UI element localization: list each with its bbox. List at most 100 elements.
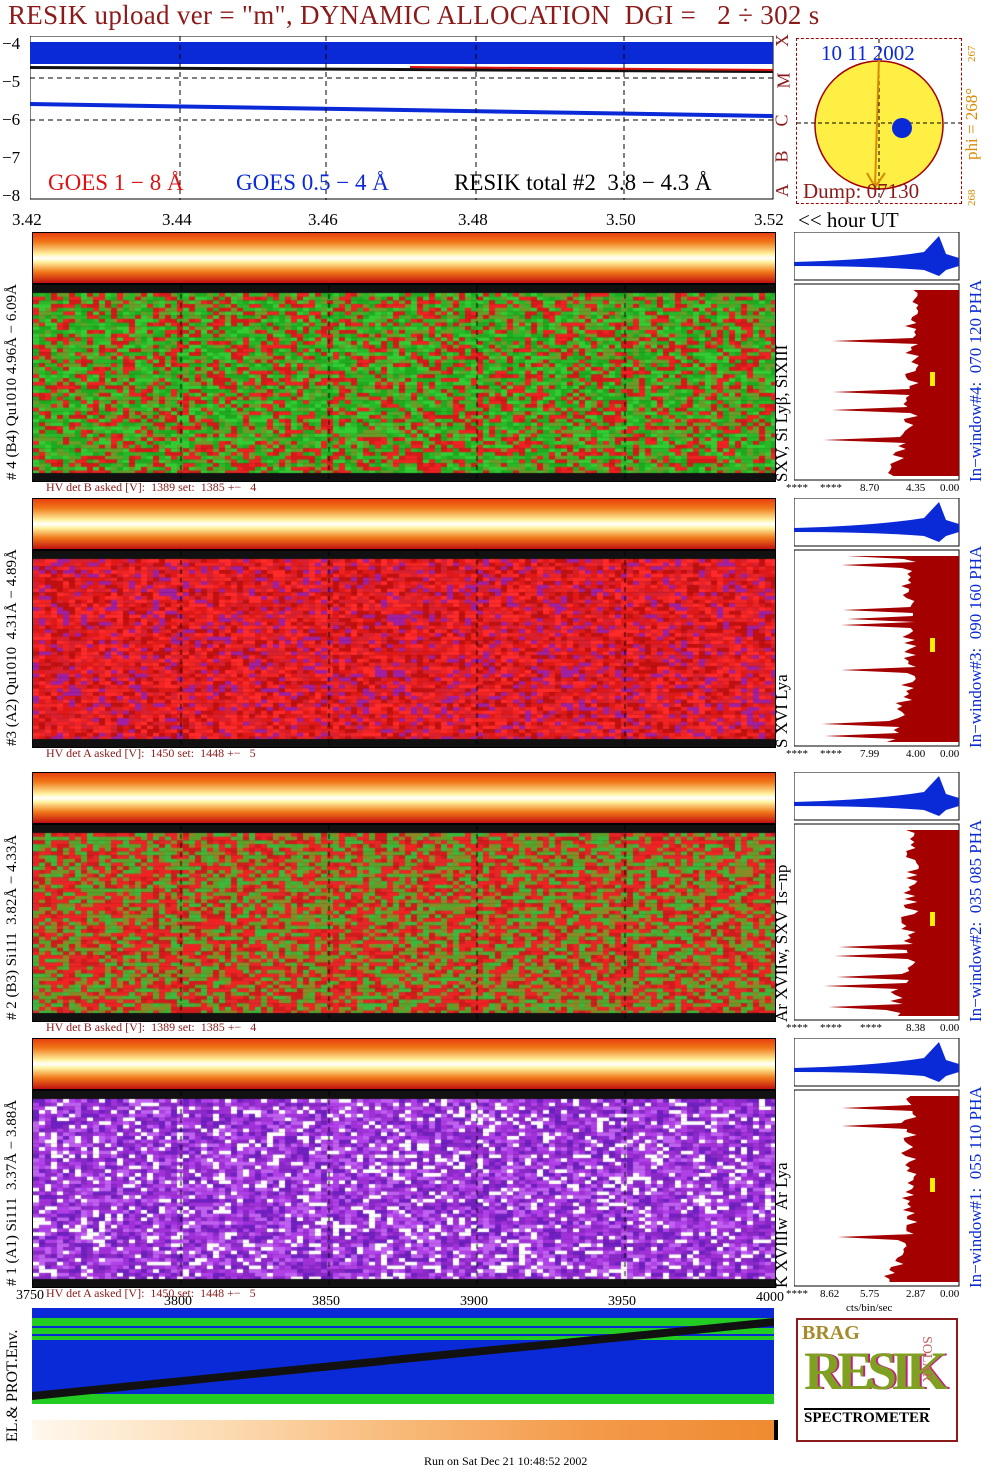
hour-tick-2: 3.46: [308, 210, 338, 229]
class-m: M: [773, 72, 794, 89]
thermal-strip-2: [32, 772, 776, 824]
hv-label-3: HV det A asked [V]: 1450 set: 1448 +− 5: [46, 746, 256, 760]
hv-label-4: HV det B asked [V]: 1389 set: 1385 +− 4: [46, 480, 257, 494]
histogram-2: [794, 772, 960, 1021]
hist-xtick-2-2: ****: [860, 1022, 882, 1034]
window-label-4: In−window#4: 070 120 PHA: [966, 279, 985, 482]
env-gradient-bar: [32, 1420, 778, 1440]
hist-red-profile-4: [823, 290, 959, 476]
hist-xtick-2-4: 0.00: [940, 1022, 960, 1034]
phi-bottom: 268: [966, 189, 978, 207]
goes-blue-band: [30, 42, 773, 64]
class-b: B: [771, 150, 792, 163]
sun-disk-plot: [797, 39, 961, 203]
hour-tick-1: 3.44: [162, 210, 192, 229]
dump-number: Dump: 07130: [803, 179, 920, 203]
thermal-strip-4: [32, 232, 776, 284]
panel-ylabel-1: # 1 (A1) Si111 3.37Å − 3.88Å: [4, 1099, 20, 1286]
logo-brag: BRAG: [802, 1322, 860, 1344]
panel-ylabel-2: # 2 (B3) Si111 3.82Å − 4.33Å: [4, 834, 20, 1020]
spectrogram-3: [32, 550, 776, 748]
spectrum-panel-2: HV det B asked [V]: 1389 set: 1385 +− 4 #…: [0, 772, 1004, 1034]
histogram-4: [794, 232, 960, 481]
line-label-3: S XVI Lya: [772, 674, 791, 748]
hist-xtick-2-0: ****: [786, 1022, 808, 1034]
window-label-2: In−window#2: 035 085 PHA: [966, 819, 985, 1022]
goes-ytick-2: −6: [2, 110, 21, 129]
hist-red-profile-3: [821, 556, 959, 742]
env-plot: [32, 1308, 774, 1404]
hist-xtick-4-0: ****: [786, 482, 808, 494]
logo-solar: SOLAR: [919, 1336, 934, 1382]
goes-ytick-1: −5: [2, 72, 21, 91]
hour-unit: << hour UT: [798, 208, 899, 232]
goes-ytick-3: −7: [2, 148, 21, 167]
bin-tick-2: 3850: [312, 1294, 340, 1309]
legend-goes-blue: GOES 0.5 − 4 Å: [236, 170, 389, 195]
spectrum-panel-4: HV det B asked [V]: 1389 set: 1385 +− 4 #…: [0, 232, 1004, 494]
window-marker-2: [930, 912, 935, 926]
line-label-4: SXV, Si Lyβ, SiXIII: [772, 344, 791, 482]
logo-spectrometer: SPECTROMETER: [804, 1408, 930, 1426]
panel-ylabel-3: #3 (A2) Qu1010 4.31Å − 4.89Å: [4, 549, 20, 746]
flare-position-marker: [892, 118, 912, 138]
env-label: EL.& PROT.Env.: [4, 1329, 21, 1442]
hist-blue-profile-1: [794, 1042, 959, 1082]
hist-xtick-3-1: ****: [820, 748, 842, 760]
hist-red-profile-1: [837, 1096, 959, 1282]
class-a: A: [772, 184, 792, 197]
hist-xtick-4-4: 0.00: [940, 482, 960, 494]
hist-xtick-2-3: 8.38: [906, 1022, 926, 1034]
goes-blue-line: [30, 102, 773, 118]
hour-tick-5: 3.52: [754, 210, 784, 229]
hist-xtick-4-3: 4.35: [906, 482, 926, 494]
hour-tick-3: 3.48: [458, 210, 488, 229]
bin-tick-4: 3950: [608, 1294, 636, 1309]
hv-label-2: HV det B asked [V]: 1389 set: 1385 +− 4: [46, 1020, 257, 1034]
sun-panel: 10 11 2002 Dump: 07130: [796, 38, 962, 204]
hist-red-profile-2: [823, 830, 959, 1016]
goes-panel: GOES 1 − 8 Å GOES 0.5 − 4 Å RESIK total …: [30, 36, 774, 200]
run-footer: Run on Sat Dec 21 10:48:52 2002: [424, 1454, 588, 1468]
window-marker-1: [930, 1178, 935, 1192]
logo-resik: RESIK: [804, 1341, 948, 1401]
sun-date: 10 11 2002: [821, 41, 915, 65]
bin-tick-3: 3900: [460, 1294, 488, 1309]
line-label-1: K XVIIIw Ar Lya: [772, 1162, 791, 1288]
window-label-3: In−window#3: 090 160 PHA: [966, 545, 985, 748]
line-label-2: Ar XVIIw, SXV 1s−np: [772, 864, 791, 1022]
spectrogram-1: [32, 1090, 776, 1288]
hist-xunit-1: cts/bin/sec: [846, 1302, 893, 1314]
hour-tick-4: 3.50: [606, 210, 636, 229]
hist-blue-profile-3: [794, 502, 959, 542]
goes-class-labels: X M C B A: [771, 30, 794, 200]
window-marker-4: [930, 372, 935, 386]
hist-blue-profile-2: [794, 776, 959, 816]
phi-label: phi = 268°: [962, 87, 981, 160]
histogram-1: [794, 1038, 960, 1287]
spectrum-panel-1: HV det A asked [V]: 1450 set: 1448 +− 5 #…: [0, 1038, 1004, 1314]
env-trend-line: [32, 1318, 774, 1400]
spectrogram-4: [32, 284, 776, 482]
class-c: C: [771, 114, 792, 127]
hist-xtick-3-3: 4.00: [906, 748, 926, 760]
hist-xtick-3-4: 0.00: [940, 748, 960, 760]
hist-xtick-2-1: ****: [820, 1022, 842, 1034]
hv-label-1: HV det A asked [V]: 1450 set: 1448 +− 5: [46, 1286, 256, 1300]
spectrogram-2: [32, 824, 776, 1022]
env-panel: [32, 1308, 774, 1404]
window-label-1: In−window#1: 055 110 PHA: [966, 1086, 985, 1288]
hist-xtick-3-0: ****: [786, 748, 808, 760]
legend-goes-red: GOES 1 − 8 Å: [48, 170, 184, 195]
legend-resik-total: RESIK total #2 3.8 − 4.3 Å: [454, 170, 712, 195]
thermal-strip-1: [32, 1038, 776, 1090]
goes-red-line: [409, 66, 774, 71]
window-marker-3: [930, 638, 935, 652]
goes-plot: [30, 36, 774, 200]
hist-blue-profile-4: [794, 236, 959, 276]
hist-xtick-1-2: 5.75: [860, 1288, 880, 1300]
chart-title: RESIK upload ver = "m", DYNAMIC ALLOCATI…: [8, 0, 820, 30]
hist-xtick-1-3: 2.87: [906, 1288, 926, 1300]
thermal-strip-3: [32, 498, 776, 550]
class-x: X: [772, 34, 792, 47]
